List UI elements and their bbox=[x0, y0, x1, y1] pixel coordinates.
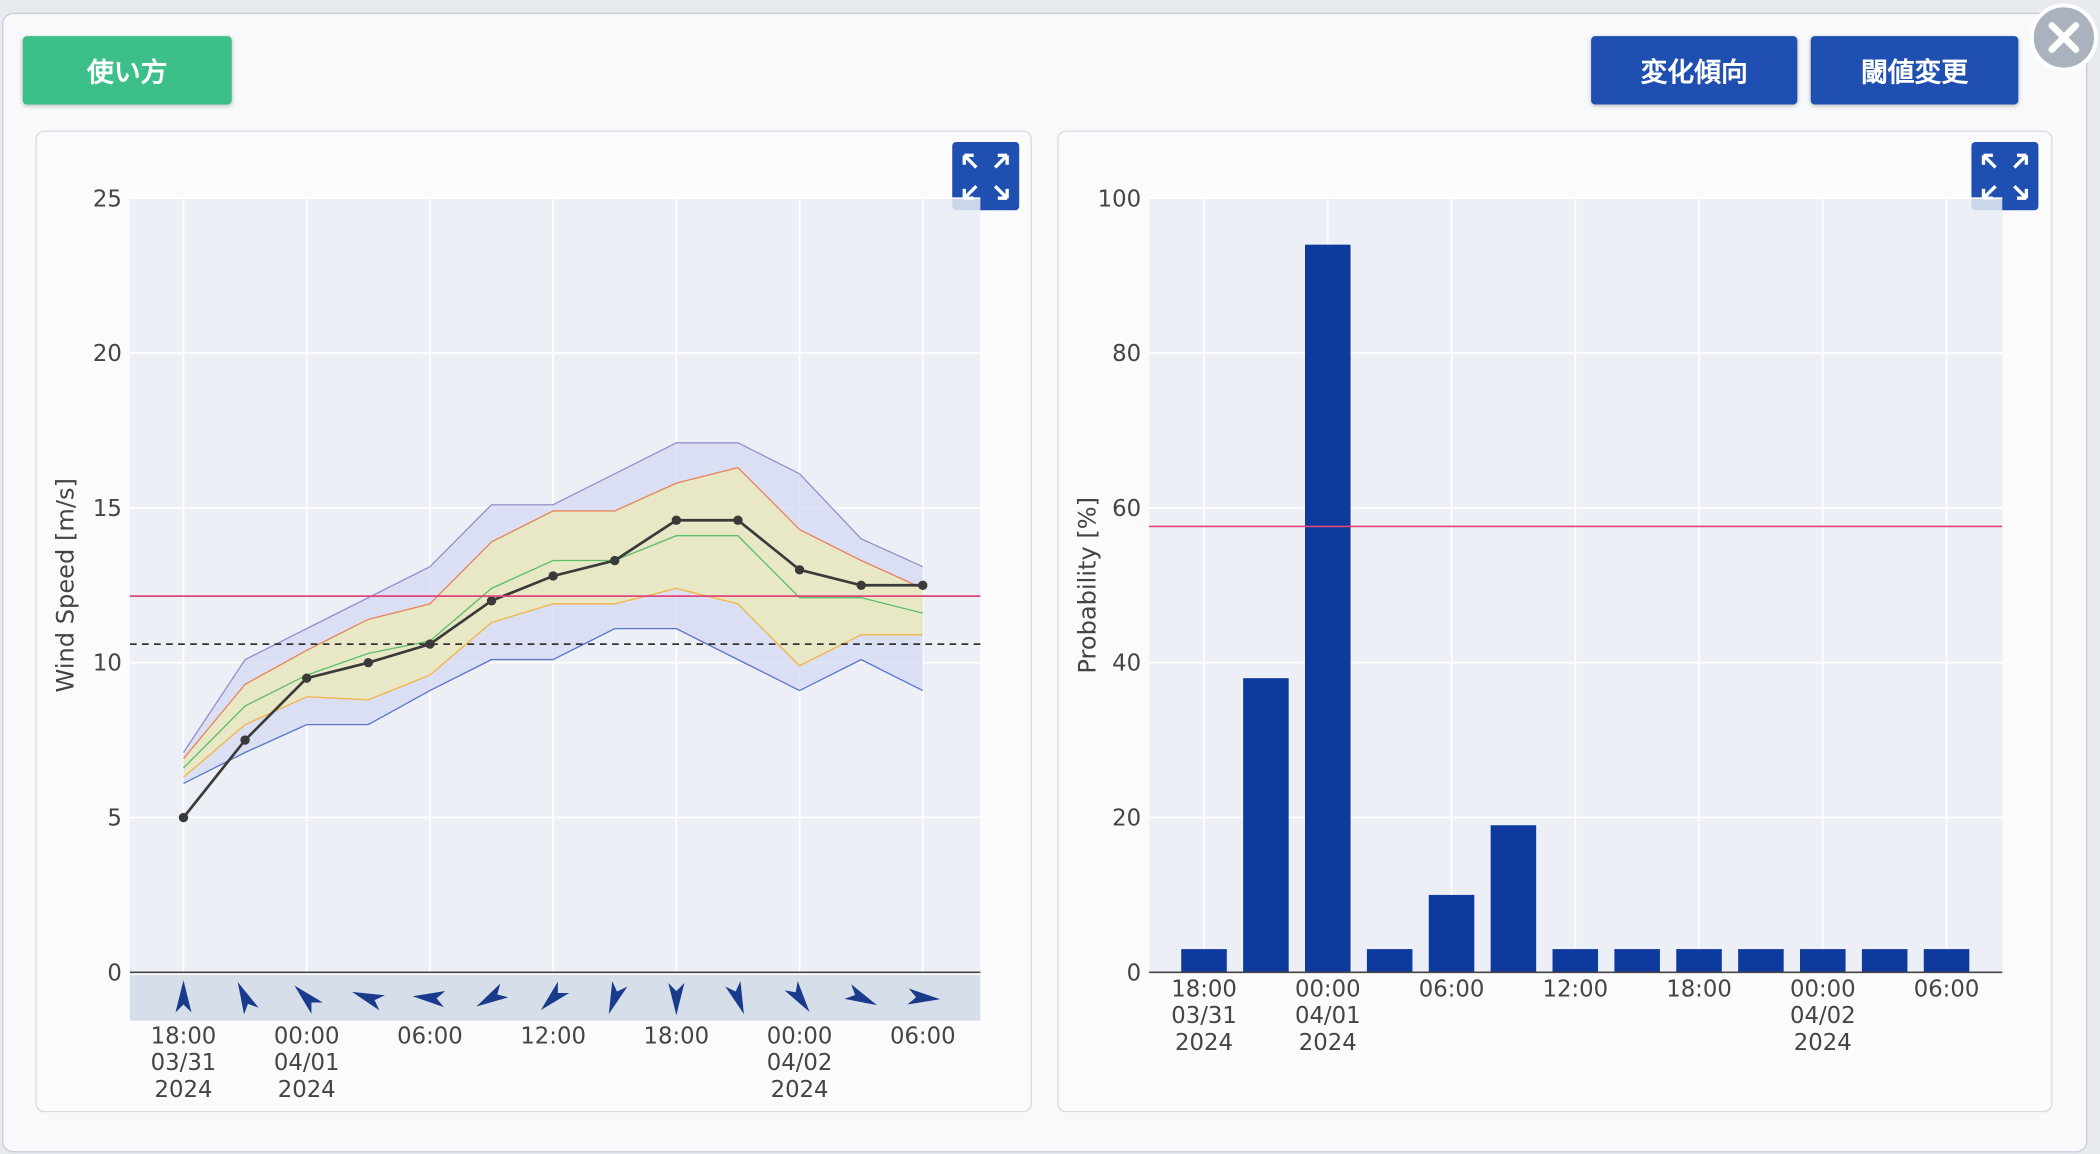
bar bbox=[1181, 949, 1227, 973]
point bbox=[425, 639, 435, 649]
point bbox=[178, 812, 189, 823]
x-tick-label: 06:00 bbox=[1418, 976, 1485, 1004]
bar bbox=[1738, 949, 1784, 973]
x-tick-label: 18:00 bbox=[1666, 976, 1732, 1004]
y-tick-label: 0 bbox=[1127, 960, 1141, 986]
point bbox=[856, 580, 866, 590]
threshold-button[interactable]: 閾値変更 bbox=[1810, 36, 2019, 105]
close-button[interactable] bbox=[2029, 3, 2099, 72]
band-upper bbox=[182, 466, 924, 760]
x-tick-label: 18:00 bbox=[643, 1023, 710, 1051]
bar bbox=[1614, 949, 1660, 973]
expand-button[interactable] bbox=[1971, 141, 2039, 211]
point bbox=[794, 565, 805, 575]
y-axis-label: Wind Speed [m/s] bbox=[52, 478, 80, 692]
x-tick-label: 12:00 bbox=[520, 1023, 586, 1051]
x-tick-label: 00:00 04/01 2024 bbox=[1294, 976, 1361, 1057]
band-lower bbox=[183, 627, 924, 785]
x-tick-label: 12:00 bbox=[1542, 976, 1609, 1004]
band-upper bbox=[182, 442, 924, 753]
wind-arrow bbox=[175, 980, 192, 1013]
wind-arrow bbox=[725, 981, 744, 1015]
wind-arrow bbox=[412, 991, 446, 1008]
bar bbox=[1428, 894, 1475, 973]
wind-arrow bbox=[608, 981, 628, 1015]
y-axis-label: Probability [%] bbox=[1074, 497, 1102, 674]
x-tick-label: 00:00 04/01 2024 bbox=[273, 1023, 340, 1104]
x-tick-label: 06:00 bbox=[889, 1023, 956, 1051]
y-tick-label: 60 bbox=[1112, 496, 1141, 522]
point bbox=[363, 657, 373, 668]
y-tick-label: 5 bbox=[107, 806, 121, 832]
y-tick-label: 20 bbox=[1112, 806, 1141, 832]
y-tick-label: 15 bbox=[93, 496, 122, 522]
x-tick-label: 06:00 bbox=[1913, 976, 1980, 1004]
wind-arrow bbox=[907, 988, 941, 1005]
x-tick-label: 18:00 03/31 2024 bbox=[150, 1023, 217, 1104]
x-tick-label: 06:00 bbox=[397, 1023, 463, 1051]
wind-arrow bbox=[668, 983, 685, 1016]
band-lower bbox=[183, 587, 923, 778]
bar bbox=[1305, 244, 1351, 973]
x-tick-label: 18:00 03/31 2024 bbox=[1171, 976, 1237, 1057]
y-tick-label: 100 bbox=[1098, 186, 1141, 212]
point bbox=[671, 515, 682, 525]
bar bbox=[1861, 949, 1908, 973]
point bbox=[240, 735, 250, 745]
bar bbox=[1676, 949, 1722, 973]
point bbox=[548, 571, 558, 581]
y-tick-label: 0 bbox=[107, 960, 121, 986]
y-tick-label: 80 bbox=[1112, 341, 1141, 367]
wind-arrow bbox=[540, 981, 570, 1011]
bar bbox=[1800, 949, 1846, 973]
trend-button[interactable]: 変化傾向 bbox=[1591, 36, 1798, 105]
x-tick-label: 00:00 04/02 2024 bbox=[766, 1023, 833, 1104]
help-button[interactable]: 使い方 bbox=[22, 36, 232, 105]
bar bbox=[1923, 949, 1970, 973]
wind-arrow bbox=[476, 983, 509, 1007]
bar bbox=[1490, 825, 1537, 973]
expand-button[interactable] bbox=[952, 141, 1020, 211]
y-tick-label: 10 bbox=[93, 651, 122, 677]
point bbox=[610, 555, 620, 566]
wind-arrow bbox=[784, 981, 810, 1013]
wind-arrow bbox=[237, 981, 259, 1015]
x-tick-label: 00:00 04/02 2024 bbox=[1789, 976, 1856, 1057]
wind-arrow bbox=[294, 985, 323, 1014]
point bbox=[733, 515, 743, 525]
point bbox=[918, 580, 928, 590]
point bbox=[302, 673, 312, 683]
bar bbox=[1552, 949, 1599, 973]
y-tick-label: 20 bbox=[93, 341, 122, 367]
wind-arrow bbox=[844, 984, 877, 1006]
point bbox=[486, 596, 497, 606]
y-tick-label: 40 bbox=[1112, 651, 1141, 677]
bar bbox=[1243, 678, 1289, 973]
y-tick-label: 25 bbox=[93, 186, 122, 212]
wind-arrow bbox=[351, 991, 385, 1011]
bar bbox=[1366, 949, 1413, 973]
